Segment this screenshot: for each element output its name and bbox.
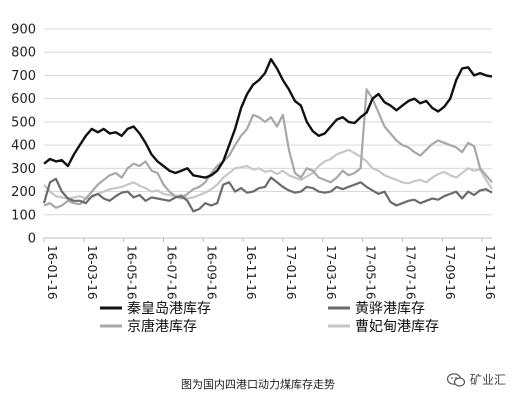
y-tick-label: 200 bbox=[11, 185, 36, 200]
series-line-3 bbox=[43, 148, 493, 200]
x-tick-label: 17-09-16 bbox=[443, 245, 457, 299]
legend-label: 秦皇岛港库存 bbox=[127, 301, 211, 317]
x-tick-label: 16-07-16 bbox=[164, 245, 178, 299]
legend-label: 京唐港库存 bbox=[127, 318, 197, 335]
x-tick-label: 17-07-16 bbox=[403, 245, 417, 299]
x-tick-label: 17-03-16 bbox=[324, 245, 338, 299]
series-line-1 bbox=[42, 176, 493, 213]
x-axis: 16-01-16 16-03-16 16-05-16 16-07-16 16-09-16… bbox=[43, 238, 497, 299]
wechat-icon bbox=[446, 372, 465, 387]
legend-label: 黄骅港库存 bbox=[355, 300, 425, 317]
y-tick-label: 700 bbox=[11, 69, 36, 84]
x-tick-label: 16-11-16 bbox=[244, 245, 258, 299]
y-tick-label: 300 bbox=[11, 162, 36, 177]
x-tick-label: 17-01-16 bbox=[284, 245, 298, 299]
watermark: 矿业汇 bbox=[446, 371, 506, 388]
figure-caption: 图为国内四港口动力煤库存走势 bbox=[181, 378, 335, 391]
x-tick-label: 16-05-16 bbox=[125, 245, 139, 299]
y-axis: 0 100 200 300 400 500 600 700 800 900 bbox=[11, 23, 36, 247]
y-tick-label: 0 bbox=[28, 232, 36, 247]
x-tick-label: 17-11-16 bbox=[483, 245, 497, 299]
x-tick-label: 16-03-16 bbox=[85, 245, 99, 299]
y-tick-label: 400 bbox=[11, 139, 36, 154]
y-tick-label: 800 bbox=[11, 46, 36, 61]
series-line-0 bbox=[43, 58, 493, 179]
gridlines bbox=[44, 28, 492, 239]
legend-label: 曹妃甸港库存 bbox=[355, 319, 439, 335]
x-tick-label: 17-05-16 bbox=[364, 245, 378, 299]
y-tick-label: 500 bbox=[11, 115, 36, 130]
series-lines bbox=[42, 58, 493, 213]
y-tick-label: 900 bbox=[11, 23, 36, 38]
x-tick-label: 16-01-16 bbox=[45, 245, 59, 299]
x-tick-label: 16-09-16 bbox=[204, 245, 218, 299]
watermark-text: 矿业汇 bbox=[469, 373, 506, 387]
y-tick-label: 100 bbox=[11, 208, 36, 223]
y-tick-label: 600 bbox=[11, 92, 36, 107]
series-line-2 bbox=[43, 88, 493, 209]
